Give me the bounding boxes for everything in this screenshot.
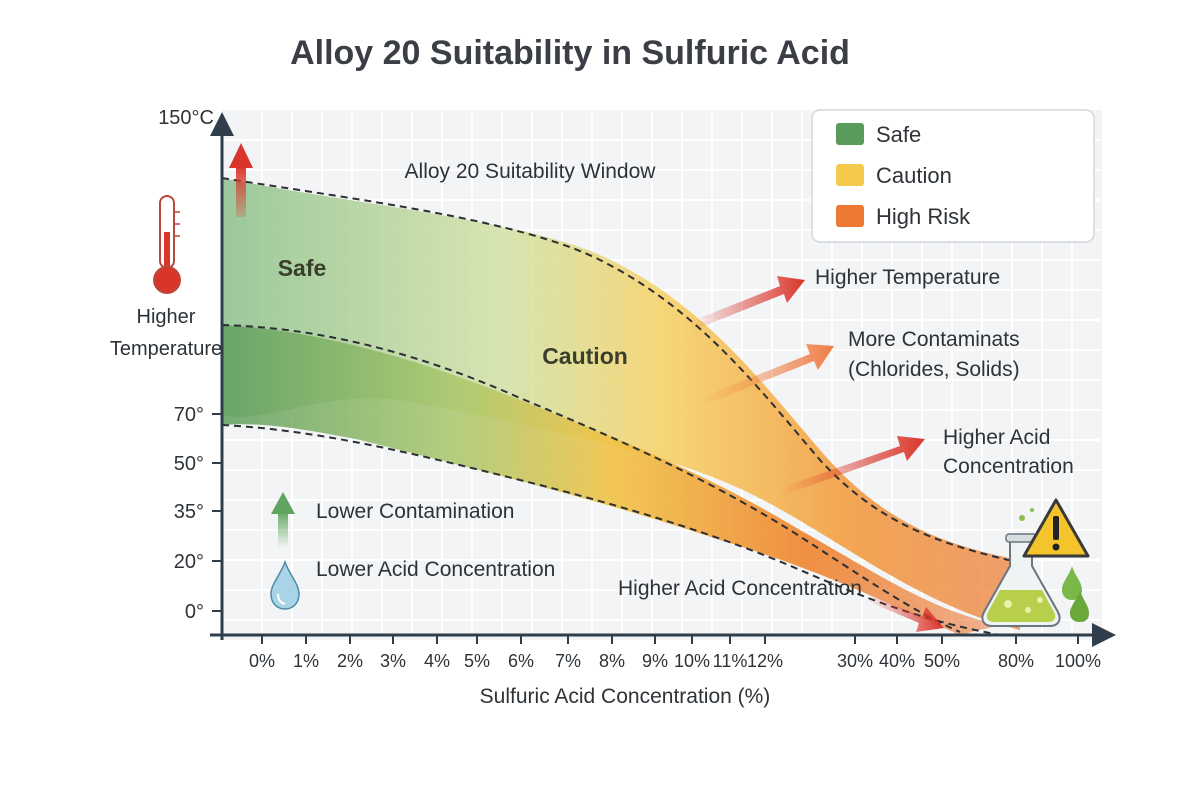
middle-boundary-line xyxy=(221,324,961,633)
x-tick-label: 30% xyxy=(837,651,873,671)
y-axis-label-line1: Higher xyxy=(137,306,196,328)
lower-contamination-arrow xyxy=(271,492,295,548)
chemical-flask-icon xyxy=(981,508,1061,627)
x-tick-labels: 0% 1% 2% 3% 4% 5% 6% 7% 8% 9% 10% 11% 12% 30% 40% 50% 80… xyxy=(249,651,1101,671)
legend-high-risk-swatch xyxy=(836,205,864,227)
x-tick-label: 9% xyxy=(642,651,668,671)
x-tick-label: 1% xyxy=(293,651,319,671)
legend-caution-label: Caution xyxy=(876,163,952,188)
y-tick-labels: 70° 50° 35° 20° 0° xyxy=(174,404,204,623)
y-tick-marks xyxy=(212,413,222,612)
safe-band-area xyxy=(222,325,1000,635)
y-axis-label-line2: Temperature xyxy=(110,338,222,360)
water-drop-icon xyxy=(270,559,300,610)
x-tick-label: 10% xyxy=(674,651,710,671)
legend-safe-label: Safe xyxy=(876,122,921,147)
x-tick-label: 50% xyxy=(924,651,960,671)
y-tick-label: 50° xyxy=(174,453,204,475)
suitability-window-label: Alloy 20 Suitability Window xyxy=(405,160,657,183)
contaminants-label-line2: (Chlorides, Solids) xyxy=(848,358,1020,381)
legend-safe-swatch xyxy=(836,123,864,145)
x-tick-marks xyxy=(261,635,1079,644)
suitability-window-area xyxy=(222,178,1020,630)
x-tick-label: 5% xyxy=(464,651,490,671)
higher-acid-bottom-label: Higher Acid Concentration xyxy=(618,577,862,600)
warning-triangle-icon xyxy=(1022,498,1090,558)
contaminants-label-line1: More Contaminats xyxy=(848,328,1020,351)
higher-temperature-label: Higher Temperature xyxy=(815,266,1000,289)
higher-acid-label-line1: Higher Acid xyxy=(943,426,1050,449)
y-tick-label: 0° xyxy=(185,601,204,623)
caution-zone-label: Caution xyxy=(542,343,628,369)
x-tick-label: 8% xyxy=(599,651,625,671)
higher-acid-label-line2: Concentration xyxy=(943,455,1074,478)
legend-high-risk-label: High Risk xyxy=(876,204,971,229)
y-tick-label: 70° xyxy=(174,404,204,426)
chart-title: Alloy 20 Suitability in Sulfuric Acid xyxy=(290,34,850,72)
x-tick-label: 80% xyxy=(998,651,1034,671)
thermometer-icon xyxy=(153,195,181,294)
y-tick-label: 20° xyxy=(174,551,204,573)
higher-acid-bottom-arrow xyxy=(867,595,944,632)
higher-temperature-arrow xyxy=(690,276,805,330)
x-tick-label: 7% xyxy=(555,651,581,671)
upper-boundary-line xyxy=(221,177,1031,566)
x-tick-label: 4% xyxy=(424,651,450,671)
legend: Safe Caution High Risk xyxy=(811,109,1095,243)
lower-contamination-label: Lower Contamination xyxy=(316,500,514,523)
lower-acid-label: Lower Acid Concentration xyxy=(316,558,555,581)
x-tick-label: 11% xyxy=(713,651,748,671)
x-tick-label: 12% xyxy=(747,651,783,671)
y-tick-label: 35° xyxy=(174,501,204,523)
green-drops-icon xyxy=(1062,566,1089,622)
x-tick-label: 0% xyxy=(249,651,275,671)
safe-zone-label: Safe xyxy=(278,255,327,281)
contaminants-arrow xyxy=(700,344,834,405)
x-axis-label: Sulfuric Acid Concentration (%) xyxy=(480,685,771,708)
y-axis-top-label: 150°C xyxy=(158,107,214,129)
x-tick-label: 6% xyxy=(508,651,534,671)
legend-caution-swatch xyxy=(836,164,864,186)
x-tick-label: 2% xyxy=(337,651,363,671)
higher-acid-arrow xyxy=(780,436,925,495)
x-tick-label: 3% xyxy=(380,651,406,671)
x-tick-label: 40% xyxy=(879,651,915,671)
temperature-up-arrow xyxy=(229,143,253,217)
x-tick-label: 100% xyxy=(1055,651,1101,671)
